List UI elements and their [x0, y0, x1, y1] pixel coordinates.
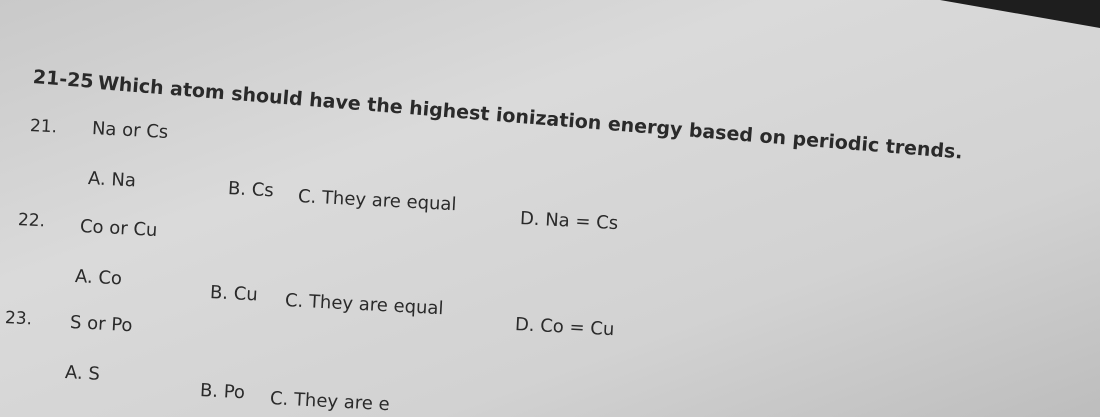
option: B. Cu	[209, 282, 259, 306]
option: A. S	[64, 362, 101, 385]
header-range: 21-25	[32, 66, 95, 93]
shadow-corner	[940, 0, 1100, 28]
option: C. They are e	[269, 388, 391, 416]
question-number: 22.	[17, 210, 46, 232]
option: A. Co	[74, 266, 123, 290]
option: D. Na = Cs	[519, 208, 619, 235]
question-prompt: Na or Cs	[91, 118, 169, 143]
question-prompt: Co or Cu	[79, 216, 158, 242]
option: C. They are equal	[297, 186, 457, 216]
option: D. Co = Cu	[514, 314, 615, 341]
question-number: 21.	[29, 116, 58, 138]
header-title: Which atom should have the highest ioniz…	[97, 72, 964, 164]
question-number: 23.	[4, 308, 33, 330]
option: B. Cs	[227, 178, 275, 202]
option: A. Na	[87, 168, 137, 192]
option: C. They are equal	[284, 290, 444, 320]
question-prompt: S or Po	[69, 312, 133, 337]
option: B. Po	[199, 380, 246, 404]
